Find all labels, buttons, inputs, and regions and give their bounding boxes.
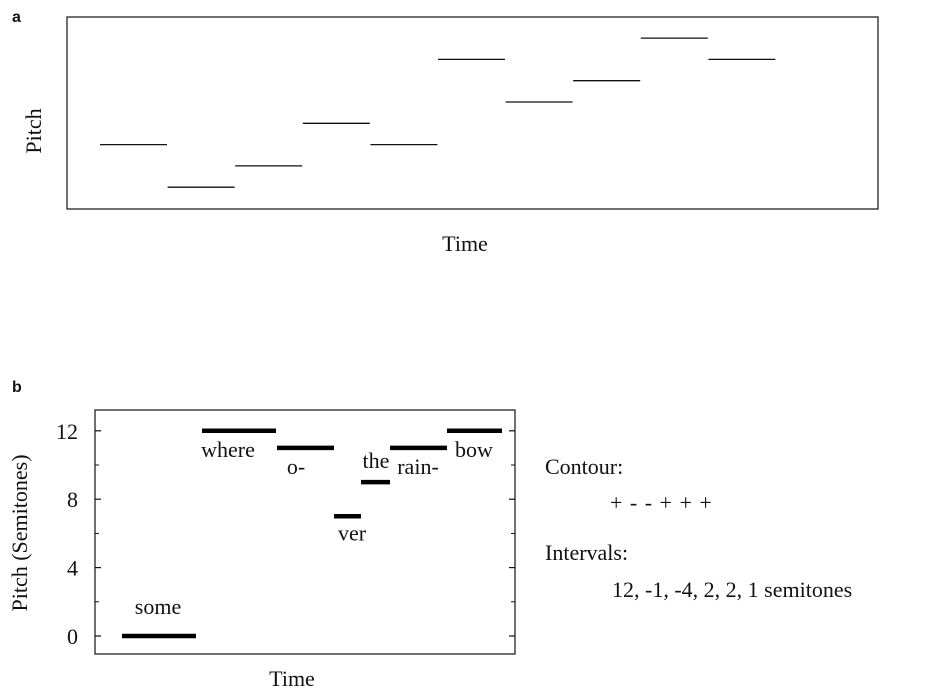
panel-b-ticks: 0 4 8 12	[56, 419, 515, 649]
y-tick-label: 4	[67, 556, 78, 581]
panel-b-x-axis-label: Time	[269, 666, 315, 691]
lyric-label: some	[135, 594, 181, 619]
panel-b: b 0 4 8 12 some where o-ver the rain-bow Time P…	[7, 379, 852, 691]
contour-value: + - - + + +	[610, 490, 713, 515]
panel-a-x-axis-label: Time	[442, 231, 488, 256]
lyric-label: ver	[338, 520, 367, 545]
panel-b-y-axis-label: Pitch (Semitones)	[7, 454, 32, 611]
lyric-label: the	[363, 448, 390, 473]
lyric-label: o-	[287, 454, 305, 479]
intervals-value: 12, -1, -4, 2, 2, 1 semitones	[612, 577, 852, 602]
contour-title: Contour:	[545, 454, 623, 479]
y-tick-label: 8	[67, 487, 78, 512]
y-tick-label: 12	[56, 419, 78, 444]
panel-a-frame	[66, 16, 879, 210]
intervals-title: Intervals:	[545, 540, 628, 565]
panel-a: a Time Pitch	[12, 9, 879, 256]
lyric-label: where	[201, 437, 255, 462]
lyric-label: bow	[455, 437, 493, 462]
panel-a-label: a	[12, 9, 21, 26]
panel-a-notes	[100, 37, 776, 188]
panel-b-notes: some where o-ver the rain-bow	[122, 428, 502, 639]
panel-b-label: b	[12, 379, 22, 396]
panel-a-y-axis-label: Pitch	[21, 108, 46, 153]
y-tick-label: 0	[67, 624, 78, 649]
lyric-label: rain-	[397, 454, 439, 479]
panel-b-frame	[94, 409, 516, 655]
